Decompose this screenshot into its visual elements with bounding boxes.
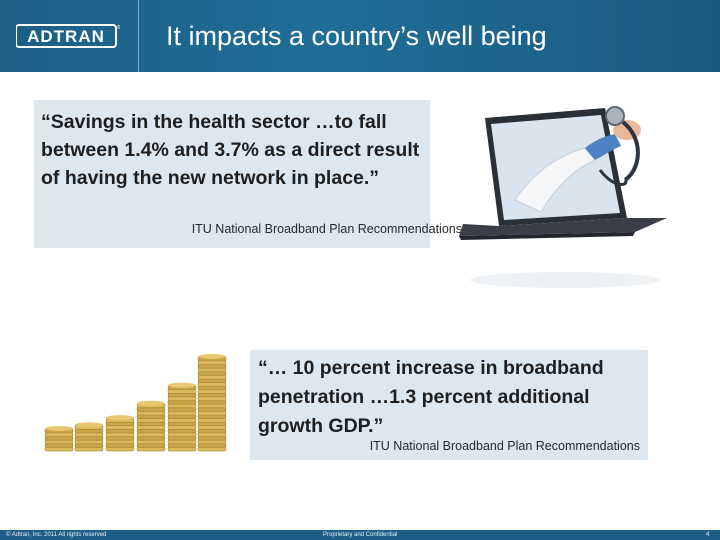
coin-top	[168, 382, 196, 388]
copyright-text: © Adtran, Inc. 2011 All rights reserved	[6, 532, 107, 538]
page-number: 4	[706, 532, 710, 538]
confidential-text: Proprietary and Confidential	[323, 532, 398, 538]
slide-title: It impacts a country’s well being	[166, 21, 547, 51]
header-divider	[138, 0, 139, 72]
svg-text:ADTRAN: ADTRAN	[27, 27, 105, 46]
footer-bar: © Adtran, Inc. 2011 All rights reserved …	[0, 530, 720, 540]
coin-top	[106, 415, 134, 421]
health-savings-quote: “Savings in the health sector …to fall b…	[34, 100, 462, 248]
coin-top	[75, 422, 103, 428]
quote-text: “… 10 percent increase in broadband pene…	[258, 357, 604, 437]
coin-top	[198, 353, 226, 359]
coin-top	[45, 425, 73, 431]
gdp-growth-quote: “… 10 percent increase in broadband pene…	[250, 350, 648, 460]
svg-text:®: ®	[117, 24, 120, 31]
quote-source: ITU National Broadband Plan Recommendati…	[369, 439, 640, 453]
quote-source: ITU National Broadband Plan Recommendati…	[191, 222, 462, 236]
coin-stacks-image	[44, 353, 227, 452]
coin-top	[137, 400, 165, 406]
quote-text: “Savings in the health sector …to fall b…	[41, 111, 420, 189]
header-bar: ADTRAN ® It impacts a country’s well bei…	[0, 0, 720, 72]
adtran-logo: ADTRAN ®	[16, 24, 120, 48]
laptop-doctor-image	[459, 106, 667, 288]
